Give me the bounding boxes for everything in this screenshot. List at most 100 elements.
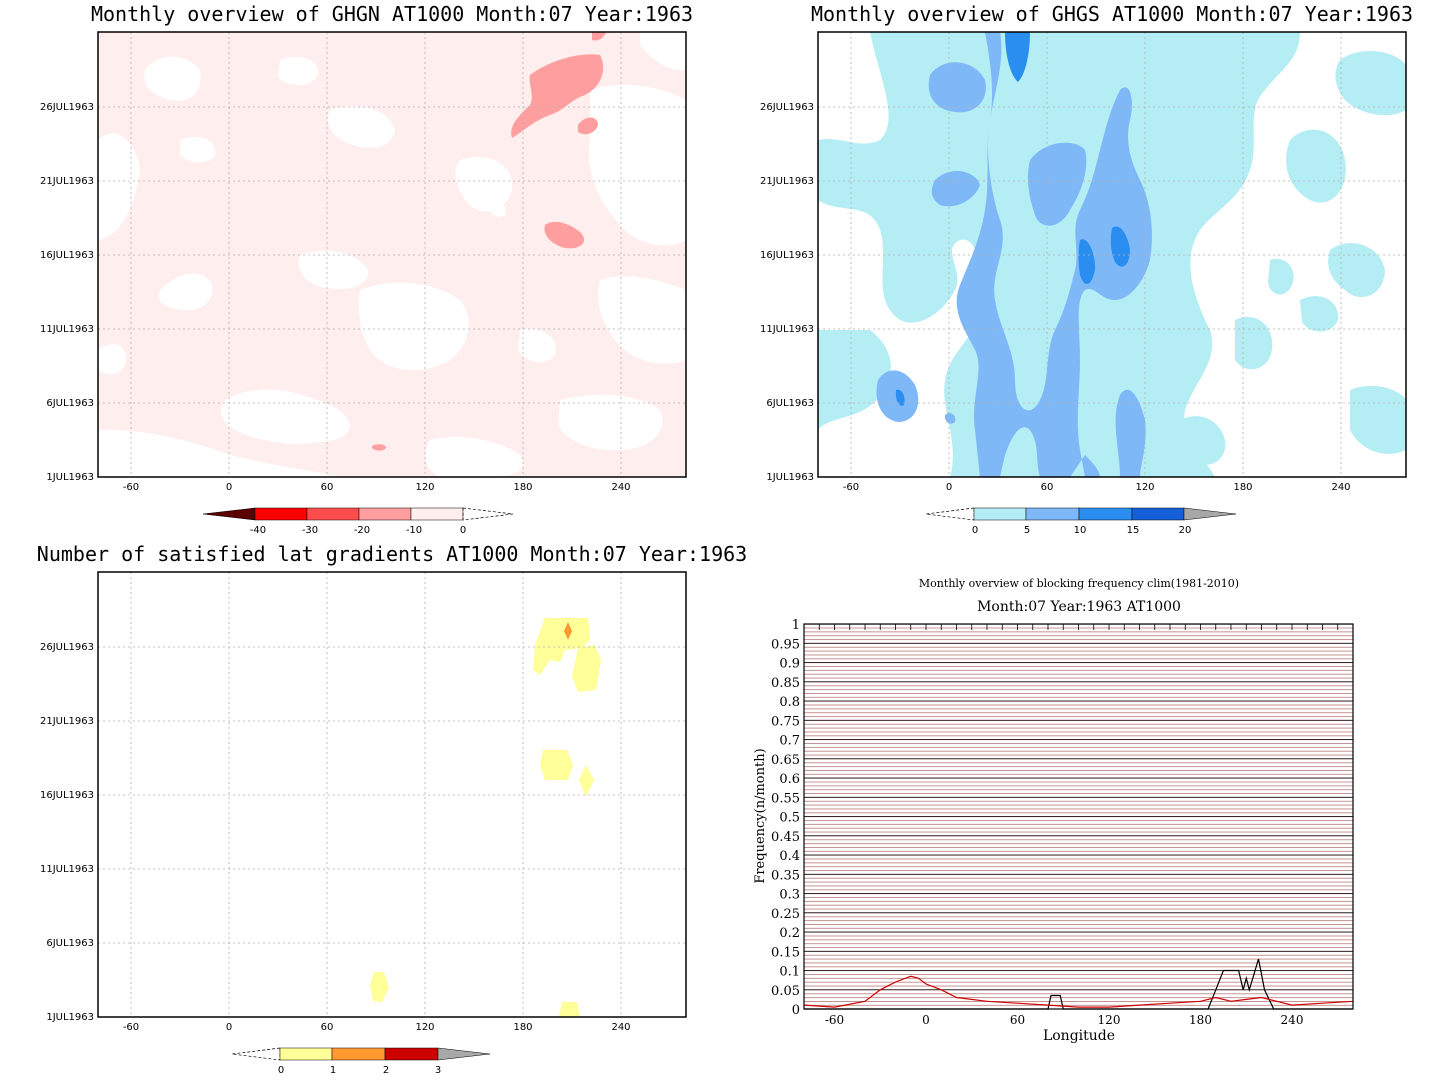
ghgn-colorbar-label: -30 (302, 525, 318, 536)
ghgn-zero-regions (98, 32, 686, 477)
freq-xtick-label: 180 (1189, 1013, 1212, 1027)
lat-xtick: -60 (123, 1022, 139, 1033)
freq-x-ticks: -60 0 60 120 180 240 (825, 1013, 1304, 1027)
freq-ytick-label: 0.2 (779, 926, 800, 941)
lat-x-ticks: -60 0 60 120 180 240 (123, 1022, 631, 1033)
ghgs-colorbar-swatch (1078, 507, 1133, 521)
lat-colorbar-swatch (384, 1047, 439, 1061)
lat-ytick: 1JUL1963 (46, 1012, 94, 1023)
ghgs-colorbar-high-end (1183, 507, 1237, 521)
lat-xtick: 120 (415, 1022, 434, 1033)
ghgn-ytick: 1JUL1963 (46, 472, 94, 483)
lat-xtick: 240 (611, 1022, 630, 1033)
lat-colorbar-label: 2 (383, 1065, 389, 1076)
lat-xtick: 60 (321, 1022, 334, 1033)
lat-ytick: 11JUL1963 (40, 864, 94, 875)
lat-level1-regions (370, 618, 601, 1017)
ghgn-ytick: 6JUL1963 (46, 398, 94, 409)
lat-map (97, 571, 687, 1018)
ghgs-ytick: 1JUL1963 (766, 472, 814, 483)
ghgn-colorbar-label: 0 (460, 525, 466, 536)
freq-ytick-label: 0.4 (779, 849, 800, 864)
lat-background (98, 572, 686, 1017)
lat-title: Number of satisfied lat gradients AT1000… (37, 542, 747, 566)
ghgn-ytick: 21JUL1963 (40, 176, 94, 187)
ghgn-map (97, 31, 687, 478)
ghgn-ytick: 26JUL1963 (40, 102, 94, 113)
freq-series-line-1 (804, 958, 1353, 1010)
freq-y-axis-label: Frequency(n/month) (753, 748, 768, 883)
ghgn-frame (97, 31, 687, 478)
lat-ytick: 26JUL1963 (40, 642, 94, 653)
ghgn-anomaly-regions (372, 32, 606, 451)
freq-title: Monthly overview of blocking frequency c… (919, 577, 1239, 590)
ghgn-title: Monthly overview of GHGN AT1000 Month:07… (91, 2, 693, 26)
freq-xtick-label: 120 (1098, 1013, 1121, 1027)
ghgn-colorbar-low-end (202, 507, 256, 521)
ghgs-ytick: 21JUL1963 (760, 176, 814, 187)
ghgn-colorbar-label: -10 (406, 525, 422, 536)
ghgn-colorbar-label: -40 (250, 525, 266, 536)
ghgn-ytick: 11JUL1963 (40, 324, 94, 335)
ghgn-xtick: 240 (611, 482, 630, 493)
ghgn-xtick: 0 (226, 482, 232, 493)
lat-xtick: 180 (513, 1022, 532, 1033)
ghgs-level3-regions (895, 32, 1130, 406)
freq-ytick-label: 0.95 (771, 637, 800, 652)
freq-ytick-label: 0.75 (771, 714, 800, 729)
freq-ytick-label: 0.05 (771, 984, 800, 999)
lat-y-ticks: 26JUL1963 21JUL1963 16JUL1963 11JUL1963 … (40, 642, 94, 1023)
freq-top-ticks (803, 624, 1354, 630)
ghgs-colorbar-label: 20 (1179, 525, 1192, 536)
ghgs-frame (817, 31, 1407, 478)
freq-ytick-label: 0.15 (771, 945, 800, 960)
freq-ytick-label: 0.65 (771, 753, 800, 768)
ghgn-ytick: 16JUL1963 (40, 250, 94, 261)
lat-xtick: 0 (226, 1022, 232, 1033)
freq-ytick-label: 0.55 (771, 791, 800, 806)
lat-ytick: 16JUL1963 (40, 790, 94, 801)
lat-ytick: 6JUL1963 (46, 938, 94, 949)
freq-frame (803, 623, 1354, 1010)
freq-ytick-label: 0.45 (771, 830, 800, 845)
ghgs-xtick: 240 (1331, 482, 1350, 493)
ghgn-xtick: 180 (513, 482, 532, 493)
ghgs-colorbar: 0 5 10 15 20 (925, 507, 1237, 536)
ghgn-xtick: -60 (123, 482, 139, 493)
ghgs-xtick: 0 (946, 482, 952, 493)
ghgn-x-ticks: -60 0 60 120 180 240 (123, 482, 631, 493)
freq-subtitle: Month:07 Year:1963 AT1000 (977, 599, 1181, 615)
ghgn-y-ticks: 26JUL1963 21JUL1963 16JUL1963 11JUL1963 … (40, 102, 94, 483)
lat-colorbar: 0 1 2 3 (231, 1047, 491, 1076)
freq-ytick-label: 0.35 (771, 868, 800, 883)
ghgs-gridlines (818, 32, 1406, 477)
lat-colorbar-swatch (331, 1047, 386, 1061)
ghgs-xtick: -60 (843, 482, 859, 493)
lat-colorbar-high-end (437, 1047, 491, 1061)
lat-gridlines (98, 572, 686, 1017)
lat-colorbar-label: 3 (435, 1065, 441, 1076)
ghgn-colorbar-swatch (358, 507, 412, 521)
ghgs-ytick: 16JUL1963 (760, 250, 814, 261)
freq-ytick-label: 0.8 (779, 695, 800, 710)
freq-xtick-label: -60 (825, 1013, 844, 1027)
freq-ytick-label: 1 (792, 618, 800, 633)
ghgs-y-ticks: 26JUL1963 21JUL1963 16JUL1963 11JUL1963 … (760, 102, 814, 483)
freq-ytick-label: 0.9 (779, 657, 800, 672)
ghgs-ytick: 26JUL1963 (760, 102, 814, 113)
ghgs-colorbar-label: 5 (1024, 525, 1030, 536)
freq-plot-area (803, 623, 1354, 1010)
freq-ytick-label: 0.5 (779, 811, 800, 826)
ghgn-gridlines (98, 32, 686, 477)
ghgn-colorbar-swatch (254, 507, 308, 521)
freq-x-axis-label: Longitude (1043, 1028, 1115, 1044)
ghgs-x-ticks: -60 0 60 120 180 240 (843, 482, 1351, 493)
freq-ytick-label: 0.3 (779, 888, 800, 903)
freq-series-group (803, 958, 1354, 1010)
ghgs-colorbar-swatch (1025, 507, 1080, 521)
freq-major-gridlines (804, 623, 1353, 1010)
ghgn-colorbar-label: -20 (354, 525, 370, 536)
ghgs-colorbar-label: 0 (972, 525, 978, 536)
ghgs-title: Monthly overview of GHGS AT1000 Month:07… (811, 2, 1413, 26)
